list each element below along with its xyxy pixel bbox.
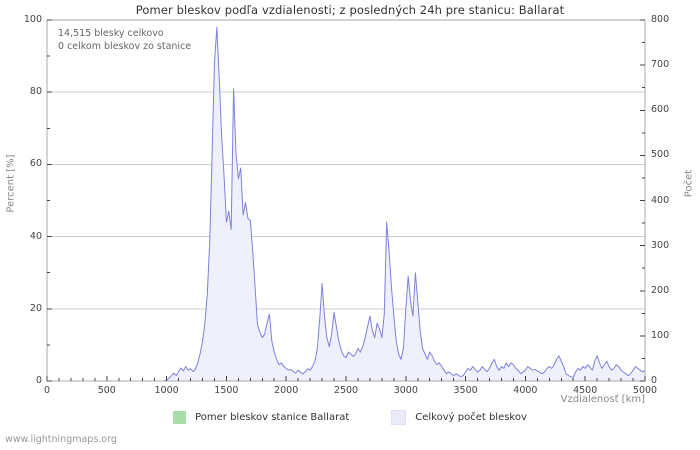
footer-url: www.lightningmaps.org bbox=[5, 434, 117, 445]
y-tick-label-right: 600 bbox=[651, 104, 670, 116]
chart-legend: Pomer bleskov stanice Ballarat Celkový p… bbox=[0, 410, 700, 425]
y-tick-label-right: 200 bbox=[651, 284, 670, 296]
annotation-line-station: 0 celkom bleskov zo stanice bbox=[58, 40, 192, 52]
legend-item-station-ratio: Pomer bleskov stanice Ballarat bbox=[173, 411, 349, 424]
x-tick-label: 0 bbox=[43, 385, 51, 396]
x-tick-label: 1000 bbox=[154, 385, 179, 396]
page-title: Pomer bleskov podľa vzdialenosti; z posl… bbox=[135, 3, 565, 17]
y-tick-label-left: 20 bbox=[29, 302, 42, 314]
annotation-line-total: 14,515 blesky celkovo bbox=[58, 28, 164, 39]
x-tick-label: 2500 bbox=[333, 385, 359, 396]
legend-swatch-station-ratio bbox=[173, 411, 187, 424]
x-tick-label: 4500 bbox=[573, 385, 598, 396]
x-axis-title: Vzdialenosť [km] bbox=[560, 394, 645, 405]
y-tick-label-right: 100 bbox=[651, 329, 670, 341]
x-tick-label: 1500 bbox=[214, 385, 239, 396]
x-tick-label: 3500 bbox=[453, 385, 478, 396]
legend-label-total-count: Celkový počet bleskov bbox=[415, 412, 527, 423]
y-tick-label-left: 60 bbox=[29, 158, 42, 170]
y-tick-label-left: 80 bbox=[29, 86, 42, 98]
legend-swatch-total-count bbox=[391, 410, 407, 425]
x-tick-label: 500 bbox=[97, 385, 116, 396]
y-tick-label-right: 700 bbox=[651, 59, 670, 71]
legend-item-total-count: Celkový počet bleskov bbox=[391, 410, 527, 425]
y-tick-label-right: 400 bbox=[651, 194, 670, 206]
y-tick-label-right: 0 bbox=[651, 375, 658, 386]
y-tick-label-left: 0 bbox=[35, 375, 42, 386]
chart-annotation: 14,515 blesky celkovo 0 celkom bleskov z… bbox=[58, 28, 191, 53]
y-tick-label-right: 500 bbox=[651, 149, 670, 161]
x-tick-label: 2000 bbox=[274, 385, 299, 396]
x-tick-label: 4000 bbox=[513, 385, 538, 396]
x-tick-label: 5000 bbox=[632, 385, 658, 396]
y-tick-label-left: 40 bbox=[29, 230, 42, 242]
legend-label-station-ratio: Pomer bleskov stanice Ballarat bbox=[195, 412, 350, 423]
x-tick-label: 3000 bbox=[393, 385, 418, 396]
y-tick-label-right: 800 bbox=[651, 14, 670, 25]
y-tick-label-left: 100 bbox=[23, 14, 42, 25]
y-tick-label-right: 300 bbox=[651, 239, 670, 251]
